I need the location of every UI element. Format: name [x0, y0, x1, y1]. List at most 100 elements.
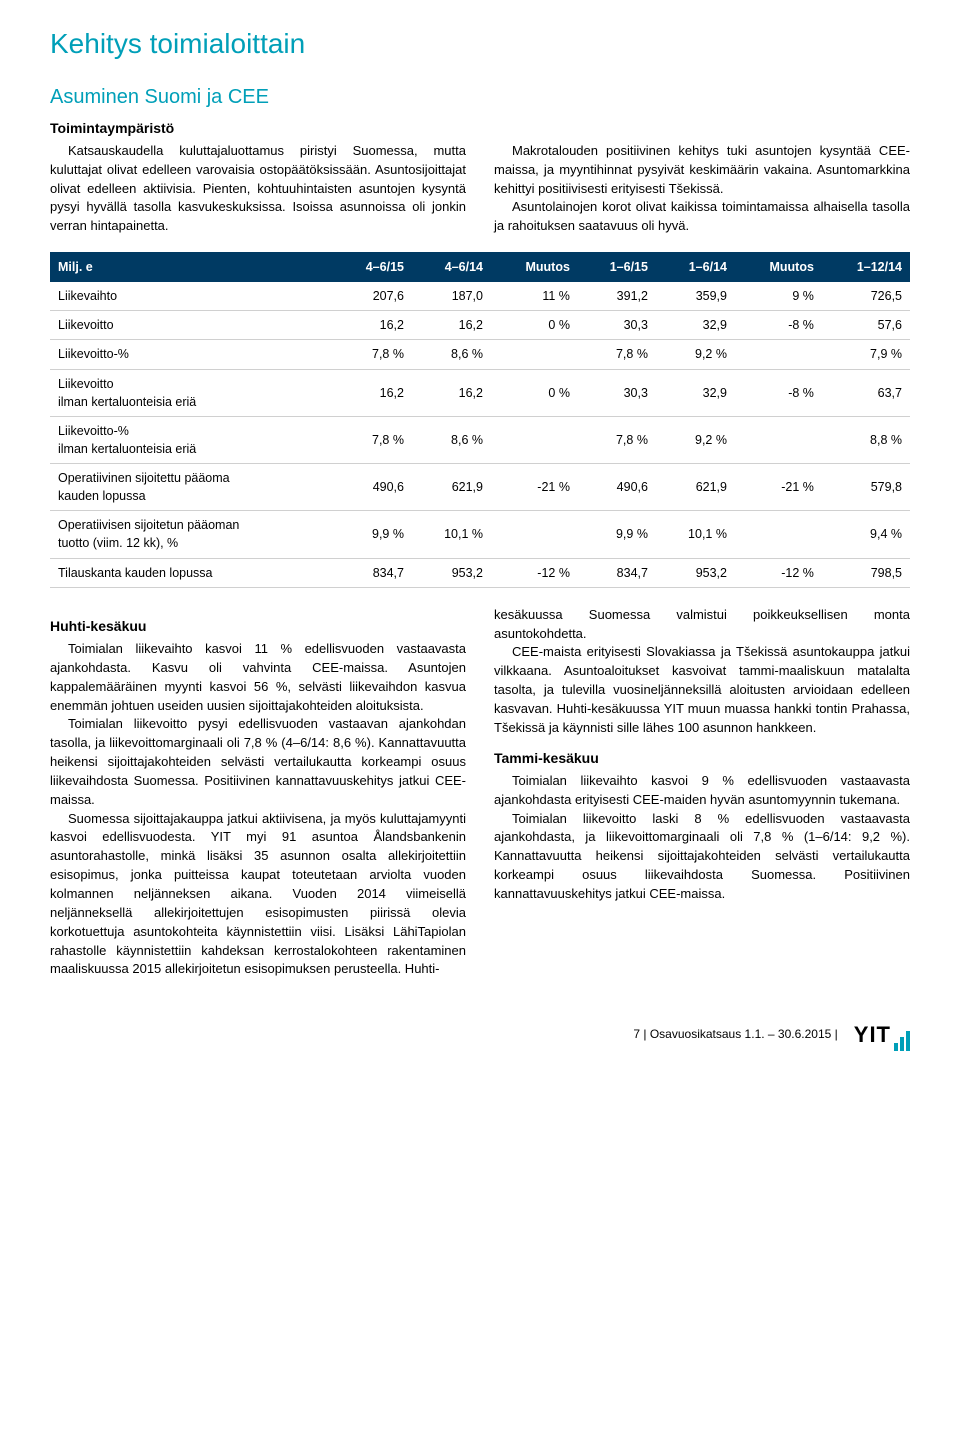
- table-cell: 11 %: [491, 282, 578, 311]
- table-header-cell: 4–6/15: [334, 252, 412, 282]
- table-cell: 30,3: [578, 311, 656, 340]
- table-cell: 8,6 %: [412, 340, 491, 369]
- table-row: Liikevoitto-%7,8 %8,6 %7,8 %9,2 %7,9 %: [50, 340, 910, 369]
- table-cell: 0 %: [491, 311, 578, 340]
- table-cell: Operatiivisen sijoitetun pääomantuotto (…: [50, 511, 334, 558]
- table-cell: 9,2 %: [656, 416, 735, 463]
- table-cell: [491, 416, 578, 463]
- env-para: Katsauskaudella kuluttajaluottamus piris…: [50, 142, 466, 236]
- table-cell: Liikevoitto-%ilman kertaluonteisia eriä: [50, 416, 334, 463]
- table-row: Liikevoitto-%ilman kertaluonteisia eriä7…: [50, 416, 910, 463]
- table-row: Liikevoittoilman kertaluonteisia eriä16,…: [50, 369, 910, 416]
- table-cell: 953,2: [656, 558, 735, 587]
- quarter-columns: Huhti-kesäkuu Toimialan liikevaihto kasv…: [50, 606, 910, 979]
- table-cell: 9,4 %: [822, 511, 910, 558]
- table-cell: [735, 511, 822, 558]
- table-header-cell: 1–6/15: [578, 252, 656, 282]
- table-cell: 7,8 %: [334, 416, 412, 463]
- table-cell: 391,2: [578, 282, 656, 311]
- table-cell: 187,0: [412, 282, 491, 311]
- table-cell: 798,5: [822, 558, 910, 587]
- table-cell: Liikevoitto-%: [50, 340, 334, 369]
- body-para: Toimialan liikevoitto pysyi edellisvuode…: [50, 715, 466, 809]
- table-header-cell: 1–6/14: [656, 252, 735, 282]
- table-cell: Liikevaihto: [50, 282, 334, 311]
- table-cell: [735, 340, 822, 369]
- table-cell: 32,9: [656, 311, 735, 340]
- table-cell: 490,6: [334, 464, 412, 511]
- table-cell: 16,2: [334, 369, 412, 416]
- table-header-cell: Muutos: [491, 252, 578, 282]
- table-cell: 10,1 %: [656, 511, 735, 558]
- table-cell: 9,9 %: [334, 511, 412, 558]
- table-cell: 7,8 %: [334, 340, 412, 369]
- table-cell: 16,2: [412, 369, 491, 416]
- table-cell: [491, 340, 578, 369]
- table-cell: 8,6 %: [412, 416, 491, 463]
- table-cell: 8,8 %: [822, 416, 910, 463]
- table-cell: 9 %: [735, 282, 822, 311]
- body-para: Toimialan liikevaihto kasvoi 9 % edellis…: [494, 772, 910, 810]
- table-cell: 490,6: [578, 464, 656, 511]
- table-cell: 16,2: [334, 311, 412, 340]
- page-footer: 7 | Osavuosikatsaus 1.1. – 30.6.2015 | Y…: [50, 1019, 910, 1051]
- subsection-title: Asuminen Suomi ja CEE: [50, 83, 910, 112]
- table-cell: 621,9: [412, 464, 491, 511]
- body-para: Toimialan liikevoitto laski 8 % edellisv…: [494, 810, 910, 904]
- body-para: Suomessa sijoittajakauppa jatkui aktiivi…: [50, 810, 466, 980]
- table-header-cell: 4–6/14: [412, 252, 491, 282]
- table-cell: Liikevoittoilman kertaluonteisia eriä: [50, 369, 334, 416]
- table-cell: -12 %: [735, 558, 822, 587]
- table-cell: 726,5: [822, 282, 910, 311]
- table-cell: -12 %: [491, 558, 578, 587]
- body-para: Toimialan liikevaihto kasvoi 11 % edelli…: [50, 640, 466, 715]
- table-cell: [735, 416, 822, 463]
- yit-logo: YIT: [854, 1019, 910, 1051]
- table-row: Operatiivinen sijoitettu pääomakauden lo…: [50, 464, 910, 511]
- table-cell: Liikevoitto: [50, 311, 334, 340]
- footer-text: 7 | Osavuosikatsaus 1.1. – 30.6.2015 |: [633, 1026, 837, 1043]
- table-cell: [491, 511, 578, 558]
- body-para: CEE-maista erityisesti Slovakiassa ja Tš…: [494, 643, 910, 737]
- env-para: Asuntolainojen korot olivat kaikissa toi…: [494, 198, 910, 236]
- table-cell: 16,2: [412, 311, 491, 340]
- table-cell: -8 %: [735, 369, 822, 416]
- table-cell: -21 %: [491, 464, 578, 511]
- table-cell: 834,7: [334, 558, 412, 587]
- logo-bars-icon: [894, 1031, 910, 1051]
- table-cell: Operatiivinen sijoitettu pääomakauden lo…: [50, 464, 334, 511]
- table-row: Operatiivisen sijoitetun pääomantuotto (…: [50, 511, 910, 558]
- table-row: Tilauskanta kauden lopussa834,7953,2-12 …: [50, 558, 910, 587]
- table-cell: 32,9: [656, 369, 735, 416]
- table-cell: 359,9: [656, 282, 735, 311]
- table-header-cell: 1–12/14: [822, 252, 910, 282]
- env-para: Makrotalouden positiivinen kehitys tuki …: [494, 142, 910, 199]
- table-cell: 7,8 %: [578, 340, 656, 369]
- table-cell: 7,8 %: [578, 416, 656, 463]
- table-cell: 9,9 %: [578, 511, 656, 558]
- table-cell: 30,3: [578, 369, 656, 416]
- table-cell: 621,9: [656, 464, 735, 511]
- table-header-cell: Milj. e: [50, 252, 334, 282]
- table-cell: 9,2 %: [656, 340, 735, 369]
- table-cell: -8 %: [735, 311, 822, 340]
- env-heading: Toimintaympäristö: [50, 118, 910, 138]
- page-title: Kehitys toimialoittain: [50, 24, 910, 65]
- table-cell: 7,9 %: [822, 340, 910, 369]
- table-row: Liikevoitto16,216,20 %30,332,9-8 %57,6: [50, 311, 910, 340]
- table-cell: 57,6: [822, 311, 910, 340]
- table-cell: 579,8: [822, 464, 910, 511]
- table-row: Liikevaihto207,6187,011 %391,2359,99 %72…: [50, 282, 910, 311]
- table-cell: 63,7: [822, 369, 910, 416]
- table-cell: 953,2: [412, 558, 491, 587]
- body-para: kesäkuussa Suomessa valmistui poikkeukse…: [494, 606, 910, 644]
- financial-table: Milj. e4–6/154–6/14Muutos1–6/151–6/14Muu…: [50, 252, 910, 588]
- q2-heading: Huhti-kesäkuu: [50, 616, 466, 636]
- table-cell: -21 %: [735, 464, 822, 511]
- h1-heading: Tammi-kesäkuu: [494, 748, 910, 768]
- env-columns: Katsauskaudella kuluttajaluottamus piris…: [50, 142, 910, 236]
- table-header-cell: Muutos: [735, 252, 822, 282]
- logo-text: YIT: [854, 1019, 891, 1051]
- table-cell: Tilauskanta kauden lopussa: [50, 558, 334, 587]
- table-cell: 10,1 %: [412, 511, 491, 558]
